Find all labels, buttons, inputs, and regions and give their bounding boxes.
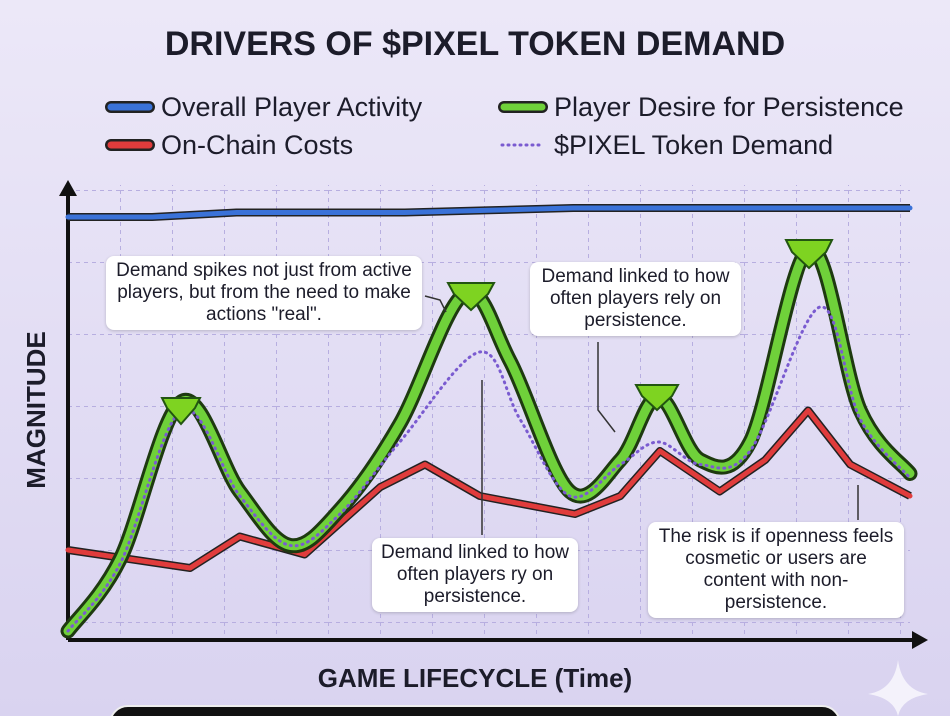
legend-swatch (105, 101, 155, 113)
chart-title: DRIVERS OF $PIXEL TOKEN DEMAND (165, 25, 785, 63)
annotation: Demand linked to how often players rely … (530, 262, 741, 336)
gems (160, 239, 834, 426)
y-arrow (59, 180, 77, 196)
x-arrow (912, 631, 928, 649)
legend-swatch (500, 143, 546, 147)
series-line (63, 244, 915, 636)
legend-item: $PIXEL Token Demand (498, 126, 918, 164)
legend-label: Overall Player Activity (161, 91, 423, 122)
y-axis-label: MAGNITUDE (21, 331, 51, 488)
legend-swatch (105, 139, 155, 151)
series-line (65, 205, 913, 220)
legend: Overall Player Activity On-Chain Costs Pla… (105, 88, 925, 164)
annotation: The risk is if openness feels cosmetic o… (648, 522, 904, 618)
annotation: Demand spikes not just from active playe… (106, 256, 422, 330)
leader-lines (424, 295, 859, 535)
x-axis-label: GAME LIFECYCLE (Time) (318, 663, 632, 693)
legend-label: Player Desire for Persistence (554, 91, 904, 122)
legend-swatch (498, 101, 548, 113)
legend-label: $PIXEL Token Demand (554, 129, 834, 160)
legend-label: On-Chain Costs (161, 129, 354, 160)
series-line (65, 408, 913, 571)
legend-item: Player Desire for Persistence (498, 88, 918, 126)
series-line (66, 305, 912, 633)
bottom-panel (110, 705, 840, 716)
legend-item: Overall Player Activity (105, 88, 498, 126)
annotation: Demand linked to how often players ry on… (372, 538, 578, 612)
sparkle (868, 660, 928, 716)
legend-item: On-Chain Costs (105, 126, 498, 164)
